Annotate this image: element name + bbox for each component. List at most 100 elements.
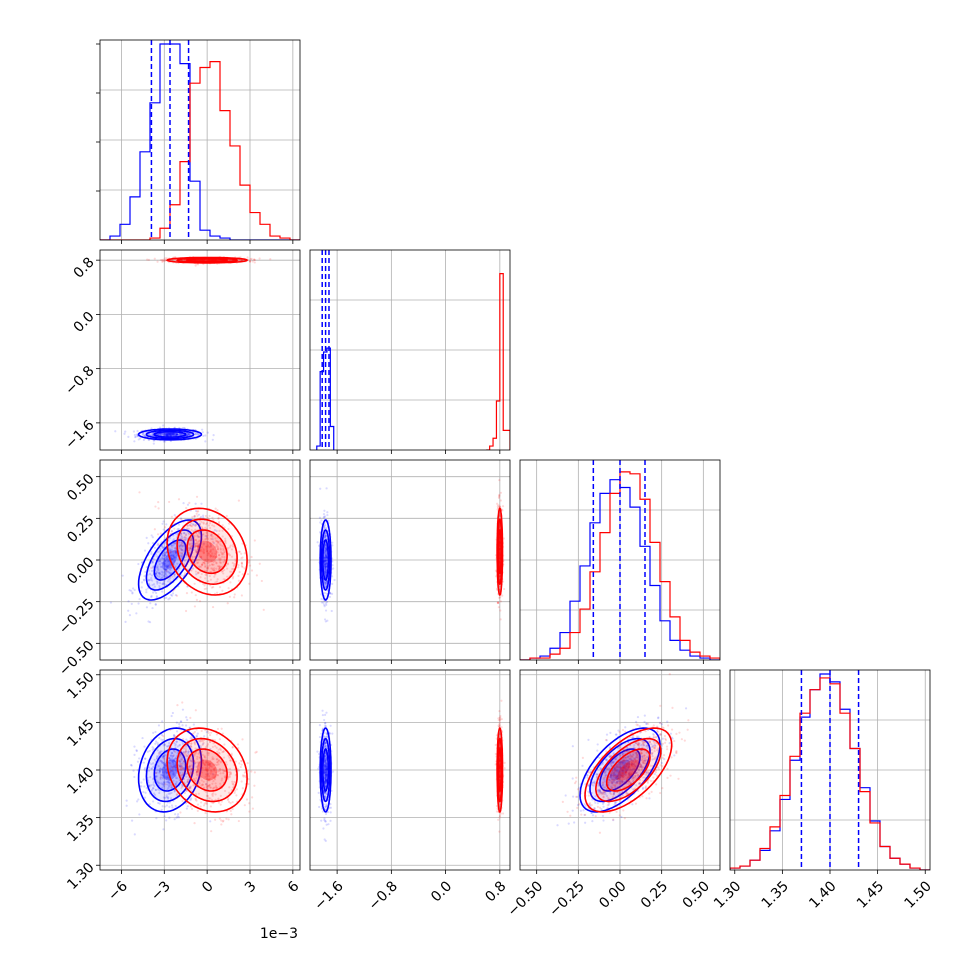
scatter-point xyxy=(210,554,213,557)
scatter-point xyxy=(180,776,184,779)
scatter-point xyxy=(178,760,182,764)
scatter-point xyxy=(222,756,226,759)
scatter-point xyxy=(204,763,207,767)
scatter-point xyxy=(195,799,198,802)
scatter-point xyxy=(195,734,198,737)
scatter-point xyxy=(324,556,327,560)
scatter-point xyxy=(253,258,256,262)
contour-line-series-0 xyxy=(145,737,195,803)
scatter-point xyxy=(496,505,499,508)
scatter-point xyxy=(162,734,165,738)
scatter-point xyxy=(187,433,190,436)
scatter-point xyxy=(201,431,204,434)
scatter-point xyxy=(183,791,187,795)
scatter-point xyxy=(168,433,171,436)
scatter-point xyxy=(324,570,328,573)
scatter-point xyxy=(174,550,177,553)
scatter-point xyxy=(194,433,197,436)
scatter-point xyxy=(199,576,202,579)
scatter-point xyxy=(198,600,202,603)
scatter-point xyxy=(235,794,238,797)
scatter-point xyxy=(186,524,189,527)
scatter-point xyxy=(184,534,188,537)
scatter-point xyxy=(179,764,182,767)
scatter-point xyxy=(175,780,178,784)
scatter-point xyxy=(182,538,186,542)
scatter-point xyxy=(215,580,219,583)
scatter-point xyxy=(170,544,173,547)
scatter-point xyxy=(326,619,329,622)
scatter-point xyxy=(168,761,171,765)
scatter-point xyxy=(135,612,138,615)
scatter-point xyxy=(332,567,335,570)
scatter-point xyxy=(191,516,194,519)
scatter-point xyxy=(165,794,168,797)
scatter-point xyxy=(188,765,191,768)
scatter-point xyxy=(134,435,137,438)
scatter-point xyxy=(324,582,327,585)
scatter-point xyxy=(219,547,222,550)
scatter-point xyxy=(160,577,163,580)
scatter-point xyxy=(208,765,212,768)
contour-fill-series-1 xyxy=(197,759,218,781)
scatter-point xyxy=(191,555,194,559)
scatter-point xyxy=(210,537,213,540)
scatter-point xyxy=(324,778,327,781)
scatter-point xyxy=(324,765,327,768)
scatter-point xyxy=(227,587,230,590)
scatter-point xyxy=(186,585,189,588)
scatter-point xyxy=(167,433,170,436)
scatter-point xyxy=(212,779,215,783)
scatter-point xyxy=(171,433,174,436)
scatter-point xyxy=(215,540,219,543)
scatter-point xyxy=(159,752,162,755)
scatter-point xyxy=(498,478,501,482)
scatter-point xyxy=(166,433,169,437)
scatter-point xyxy=(231,561,234,565)
scatter-point xyxy=(237,769,241,772)
scatter-point xyxy=(175,433,178,436)
scatter-point xyxy=(181,701,184,704)
scatter-point xyxy=(218,567,221,570)
scatter-point xyxy=(499,499,502,502)
scatter-point xyxy=(184,724,188,727)
scatter-point xyxy=(206,784,209,787)
scatter-point xyxy=(165,775,168,778)
scatter-point xyxy=(184,748,187,751)
scatter-point xyxy=(152,557,155,561)
scatter-point xyxy=(331,544,334,547)
scatter-point xyxy=(325,770,328,773)
scatter-point xyxy=(151,542,155,545)
scatter-point xyxy=(323,515,326,518)
scatter-point xyxy=(209,797,212,800)
scatter-point xyxy=(141,433,145,436)
scatter-point xyxy=(125,804,128,807)
scatter-point xyxy=(134,435,137,439)
scatter-point xyxy=(172,734,176,737)
scatter-point xyxy=(172,557,175,560)
scatter-point xyxy=(170,786,173,789)
scatter-point xyxy=(156,769,159,772)
scatter-point xyxy=(206,751,209,755)
scatter-point xyxy=(215,561,218,564)
scatter-point xyxy=(323,771,326,774)
scatter-point xyxy=(188,542,192,545)
scatter-point xyxy=(170,548,173,551)
scatter-point xyxy=(197,510,200,513)
scatter-point xyxy=(322,516,325,519)
scatter-point xyxy=(237,574,240,577)
scatter-point xyxy=(324,773,328,776)
scatter-point xyxy=(324,777,327,781)
scatter-point xyxy=(150,763,153,766)
scatter-point xyxy=(206,763,209,766)
scatter-point xyxy=(190,569,193,572)
scatter-point xyxy=(178,759,181,762)
scatter-point xyxy=(159,565,163,568)
scatter-point xyxy=(177,816,181,819)
scatter-point xyxy=(323,515,327,518)
contour-fill-series-1 xyxy=(499,540,501,563)
scatter-point xyxy=(216,760,219,764)
scatter-point xyxy=(152,747,155,750)
scatter-point xyxy=(197,780,200,783)
scatter-point xyxy=(203,538,207,541)
